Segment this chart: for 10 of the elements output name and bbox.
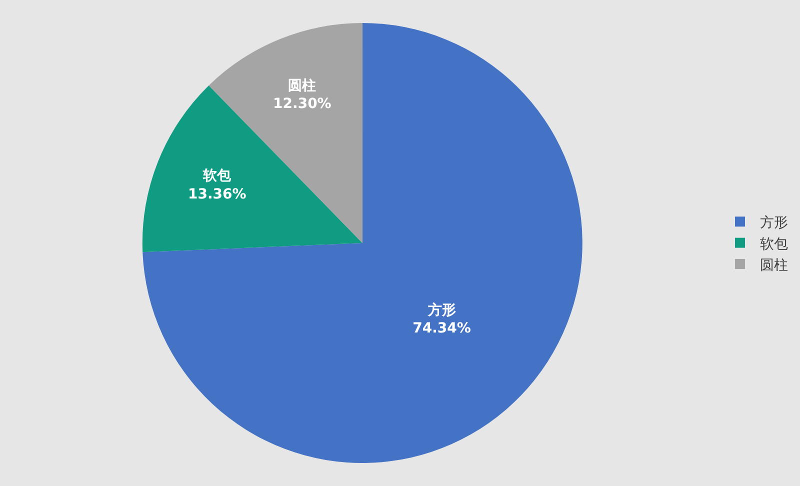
data-label: 12.30% xyxy=(273,96,332,112)
legend-label: 方形 xyxy=(760,215,788,232)
slice-label: 方形 xyxy=(426,302,456,319)
data-label: 74.34% xyxy=(412,320,471,337)
legend-label: 软包 xyxy=(760,236,788,252)
pie-slice xyxy=(142,23,582,463)
legend-label: 圆柱 xyxy=(760,257,788,274)
data-label: 13.36% xyxy=(188,186,246,202)
slice-label: 软包 xyxy=(202,168,232,184)
slice-label: 圆柱 xyxy=(288,78,316,94)
